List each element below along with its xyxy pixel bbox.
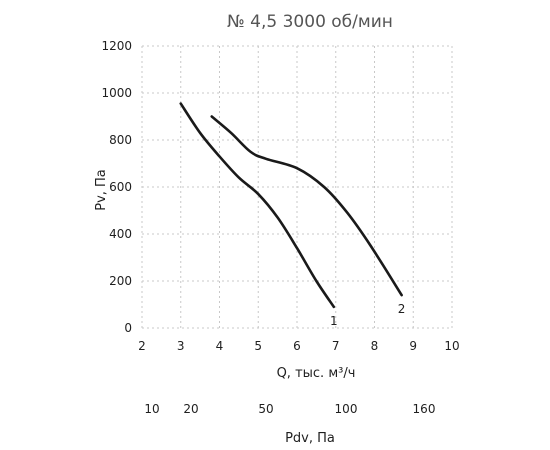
pdv-tick-label: 20 bbox=[183, 402, 198, 416]
x-tick-label: 2 bbox=[138, 339, 146, 353]
y-tick-label: 400 bbox=[109, 227, 132, 241]
series-2-line bbox=[210, 115, 403, 297]
series-2-label: 2 bbox=[398, 302, 406, 316]
y-tick-label: 600 bbox=[109, 180, 132, 194]
y-tick-label: 200 bbox=[109, 274, 132, 288]
pdv-axis-label: Pdv, Па bbox=[285, 431, 335, 446]
y-axis-label: Pv, Па bbox=[94, 169, 109, 211]
pdv-tick-label: 10 bbox=[144, 402, 159, 416]
x-tick-label: 5 bbox=[254, 339, 262, 353]
series-1-line bbox=[179, 102, 336, 309]
x-tick-label: 7 bbox=[332, 339, 340, 353]
x-axis-label: Q, тыс. м³/ч bbox=[277, 366, 356, 381]
y-tick-label: 0 bbox=[124, 321, 132, 335]
pdv-tick-label: 50 bbox=[258, 402, 273, 416]
x-tick-label: 3 bbox=[177, 339, 185, 353]
pdv-tick-label: 160 bbox=[413, 402, 436, 416]
pdv-tick-label: 100 bbox=[335, 402, 358, 416]
x-tick-label: 4 bbox=[216, 339, 224, 353]
chart-title: № 4,5 3000 об/мин bbox=[227, 12, 393, 32]
x-tick-label: 10 bbox=[444, 339, 459, 353]
x-tick-label: 9 bbox=[409, 339, 417, 353]
y-tick-label: 1000 bbox=[101, 86, 132, 100]
y-tick-label: 800 bbox=[109, 133, 132, 147]
y-tick-label: 1200 bbox=[101, 39, 132, 53]
x-tick-label: 8 bbox=[371, 339, 379, 353]
series-1-label: 1 bbox=[330, 314, 338, 328]
x-tick-label: 6 bbox=[293, 339, 301, 353]
